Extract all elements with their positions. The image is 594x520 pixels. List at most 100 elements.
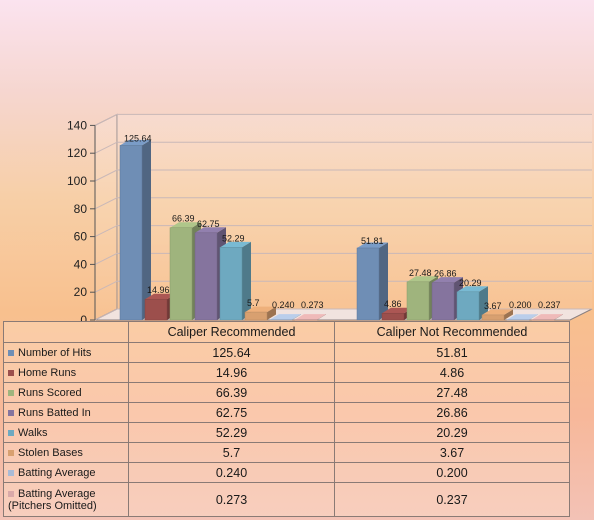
bar-front-face xyxy=(244,311,268,321)
gridline xyxy=(94,225,592,238)
data-label: 51.81 xyxy=(361,236,384,246)
gridline xyxy=(94,169,592,182)
bar-front-face xyxy=(294,319,318,321)
gridline xyxy=(94,141,592,154)
series-label: Number of Hits xyxy=(3,341,129,364)
series-name: Stolen Bases xyxy=(18,446,83,459)
series-name: Runs Scored xyxy=(18,386,82,399)
bar-top-face xyxy=(120,139,151,146)
gridline xyxy=(94,113,592,126)
bar-side-face xyxy=(504,309,513,320)
data-label: 125.64 xyxy=(124,133,152,143)
bar-front-face xyxy=(506,319,530,321)
legend-key xyxy=(8,490,14,497)
series-name: Batting Average xyxy=(18,466,96,479)
bar-front-face xyxy=(406,281,430,321)
bar-top-face xyxy=(532,314,563,320)
bar-side-face xyxy=(479,286,488,320)
bar xyxy=(506,314,538,321)
table-cell: 66.39 xyxy=(128,382,335,404)
y-tick-label: 140 xyxy=(67,118,87,132)
legend-key xyxy=(8,470,14,476)
bar xyxy=(294,314,326,321)
bar-front-face xyxy=(481,314,505,321)
gridline xyxy=(94,197,592,210)
bar-front-face xyxy=(194,232,218,321)
table-cell: 26.86 xyxy=(334,402,570,424)
column-header: Caliper Recommended xyxy=(128,321,335,343)
data-label: 0.240 xyxy=(272,300,295,310)
data-label: 5.7 xyxy=(247,298,260,308)
data-label: 66.39 xyxy=(172,214,195,224)
bar-top-face xyxy=(357,242,388,248)
y-tick-label: 100 xyxy=(67,174,87,188)
table-cell: 4.86 xyxy=(334,362,570,384)
bar-front-face xyxy=(269,319,293,321)
data-table: Caliper Recommended Caliper Not Recommen… xyxy=(3,321,570,517)
series-name: Runs Batted In xyxy=(18,406,91,419)
table-cell: 0.200 xyxy=(334,462,570,484)
bar xyxy=(269,314,301,321)
bar-side-face xyxy=(317,314,326,320)
table-cell: 51.81 xyxy=(334,341,570,364)
y-tick-label: 80 xyxy=(74,202,88,216)
bar-top-face xyxy=(220,241,251,248)
bar-top-face xyxy=(245,306,276,313)
series-label: Runs Scored xyxy=(3,382,129,404)
bar-top-face xyxy=(170,222,201,228)
bar-side-face xyxy=(142,139,151,320)
bar-chart: 0 20 40 60 80 100 120 140 125.64 51.81 14.96 4.86 6… xyxy=(67,113,593,322)
table-row: Batting Average 0.240 0.200 xyxy=(3,462,570,484)
bar-side-face xyxy=(529,314,538,320)
y-tick-label: 40 xyxy=(74,257,88,271)
table-cell: 20.29 xyxy=(334,422,570,444)
bar xyxy=(219,241,251,321)
series-label: Batting Average xyxy=(3,462,129,484)
legend-key xyxy=(8,369,14,376)
bar-top-face xyxy=(145,293,176,300)
table-row: Batting Average (Pitchers Omitted) 0.273 0… xyxy=(3,482,570,517)
data-label: 0.237 xyxy=(538,300,561,310)
bar-front-face xyxy=(381,312,405,321)
bar-side-face xyxy=(554,314,563,320)
data-label: 0.273 xyxy=(301,300,324,310)
bar-top-face xyxy=(457,286,488,292)
legend-key xyxy=(8,349,14,356)
bar xyxy=(144,293,176,321)
bar-top-face xyxy=(482,309,513,315)
bar-side-face xyxy=(242,241,251,320)
bar-front-face xyxy=(144,298,168,321)
series-name: Home Runs xyxy=(18,366,77,379)
legend-key xyxy=(8,449,14,456)
table-cell: 5.7 xyxy=(128,442,335,464)
series-label: Home Runs xyxy=(3,362,129,384)
legend-key xyxy=(8,409,14,416)
bar-front-face xyxy=(219,247,243,321)
data-table-header: Caliper Recommended Caliper Not Recommen… xyxy=(3,321,570,343)
gridline xyxy=(94,252,592,265)
data-label: 20.29 xyxy=(459,278,482,288)
bar xyxy=(356,242,388,321)
bar-top-face xyxy=(270,314,301,320)
y-tick-label: 120 xyxy=(67,146,87,160)
bar-top-face xyxy=(507,314,538,320)
series-label: Walks xyxy=(3,422,129,444)
table-row: Home Runs 14.96 4.86 xyxy=(3,362,570,384)
legend-key xyxy=(8,429,14,436)
data-label: 14.96 xyxy=(147,285,170,295)
data-label: 27.48 xyxy=(409,268,432,278)
table-cell: 62.75 xyxy=(128,402,335,424)
bar xyxy=(456,286,488,321)
table-cell: 0.237 xyxy=(334,482,570,517)
bar xyxy=(481,309,513,321)
table-row: Stolen Bases 5.7 3.67 xyxy=(3,442,570,464)
y-tick-label: 20 xyxy=(74,285,88,299)
column-header: Caliper Not Recommended xyxy=(334,321,570,343)
bar-front-face xyxy=(456,291,480,321)
y-tick-label: 0 xyxy=(80,313,87,322)
table-cell: 52.29 xyxy=(128,422,335,444)
series-name: Batting Average (Pitchers Omitted) xyxy=(8,487,97,512)
table-cell: 27.48 xyxy=(334,382,570,404)
data-label: 62.75 xyxy=(197,219,220,229)
series-label: Stolen Bases xyxy=(3,442,129,464)
